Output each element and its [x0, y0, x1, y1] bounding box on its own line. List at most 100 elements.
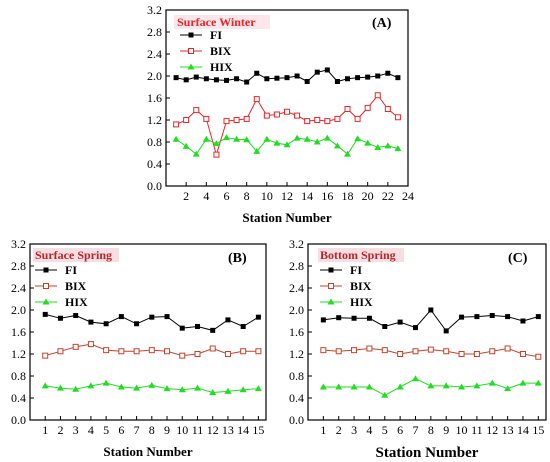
y-tick-label: 0.8	[289, 369, 304, 383]
data-point-bix	[397, 351, 404, 357]
data-point-fi	[179, 325, 185, 331]
data-point-hix	[243, 136, 251, 143]
data-point-bix	[223, 118, 230, 125]
data-point-hix	[365, 383, 373, 390]
data-point-bix	[304, 118, 311, 125]
data-point-fi	[255, 314, 261, 320]
data-point-bix	[284, 108, 290, 115]
data-point-hix	[458, 383, 466, 390]
legend-marker	[42, 298, 50, 305]
data-point-hix	[87, 382, 95, 389]
data-point-hix	[488, 379, 496, 386]
y-tick-label: 1.6	[11, 325, 26, 339]
data-point-fi	[336, 315, 342, 321]
data-point-bix	[148, 347, 155, 354]
data-point-hix	[319, 383, 327, 390]
legend: FI BIX HIX	[180, 28, 233, 74]
data-point-fi	[244, 79, 250, 85]
x-tick-label: 8	[244, 189, 250, 203]
data-point-bix	[427, 346, 434, 353]
chart-title: Surface Winter	[177, 15, 256, 29]
data-point-bix	[233, 117, 240, 123]
legend-marker	[327, 298, 335, 305]
data-point-fi	[294, 73, 300, 79]
data-point-bix	[194, 351, 201, 357]
data-point-hix	[263, 135, 271, 142]
y-tick-label: 2.4	[289, 281, 304, 295]
data-point-hix	[350, 383, 358, 390]
data-point-fi	[345, 76, 350, 82]
data-point-bix	[504, 345, 511, 352]
y-tick-label: 3.2	[289, 237, 304, 251]
y-tick-label: 0.4	[289, 391, 304, 405]
y-tick-label: 2.8	[147, 25, 162, 39]
data-point-bix	[224, 351, 231, 357]
data-point-bix	[334, 115, 341, 122]
data-point-bix	[443, 348, 450, 355]
series-layer	[172, 67, 402, 158]
series-layer	[41, 311, 262, 395]
data-point-hix	[273, 139, 281, 146]
data-point-hix	[239, 386, 247, 393]
x-tick-label: 3	[73, 423, 79, 437]
data-point-fi	[382, 324, 388, 329]
x-tick-label: 20	[362, 189, 374, 203]
x-tick-label: 10	[176, 423, 188, 437]
data-point-hix	[534, 379, 542, 386]
x-axis: 1 2 3 4 5 6 7 8 9 10 11 12 13 14 15	[42, 416, 264, 437]
data-point-bix	[374, 92, 381, 99]
data-point-hix	[374, 144, 382, 150]
y-axis: 0.0 0.4 0.8 1.2 1.6 2.0 2.4 2.8 3.2	[147, 3, 170, 193]
data-point-hix	[323, 134, 331, 141]
legend-marker	[328, 283, 334, 289]
x-tick-label: 9	[164, 423, 170, 437]
data-point-bix	[133, 348, 140, 355]
data-point-fi	[324, 67, 330, 73]
data-point-fi	[355, 75, 361, 81]
y-tick-label: 0.0	[11, 413, 26, 427]
chart-panel-b: 0.00.40.81.21.62.02.42.83.2 1 2 3 4 5 6 7 8 9 10 1…	[11, 237, 267, 459]
data-point-bix	[384, 106, 391, 112]
data-point-hix	[163, 385, 171, 392]
x-tick-label: 15	[252, 423, 264, 437]
data-point-hix	[117, 383, 125, 390]
y-tick-label: 3.2	[147, 3, 162, 17]
data-point-fi	[489, 313, 495, 318]
data-point-bix	[263, 112, 270, 119]
title-highlight	[318, 248, 404, 262]
x-tick-label: 24	[402, 189, 414, 203]
data-point-fi	[213, 77, 219, 83]
x-tick-label: 12	[281, 189, 293, 203]
series-layer	[319, 307, 542, 398]
data-point-fi	[210, 327, 216, 333]
data-point-hix	[333, 142, 341, 149]
data-point-hix	[442, 382, 450, 389]
x-tick-label: 13	[222, 423, 234, 437]
data-point-hix	[212, 140, 220, 147]
title-highlight	[174, 15, 270, 29]
data-point-fi	[366, 315, 372, 321]
data-point-hix	[148, 381, 156, 388]
data-point-fi	[320, 317, 326, 323]
x-tick-label: 4	[366, 423, 372, 437]
legend-label: FI	[65, 263, 77, 277]
data-point-fi	[134, 321, 140, 327]
x-tick-label: 9	[443, 423, 449, 437]
chart-panel-c: 0.00.40.81.21.62.02.42.83.2 1 2 3 4 5 6 7 8 9 10 1…	[289, 237, 547, 461]
data-point-bix	[173, 121, 180, 128]
y-tick-label: 1.6	[289, 325, 304, 339]
data-point-hix	[427, 382, 435, 389]
legend-label: BIX	[350, 279, 372, 293]
data-point-hix	[233, 135, 241, 142]
legend-label: BIX	[210, 44, 232, 58]
data-point-fi	[73, 313, 79, 318]
panel-label: (C)	[508, 251, 528, 266]
data-point-fi	[103, 321, 109, 327]
data-point-fi	[351, 315, 357, 321]
x-tick-label: 10	[456, 423, 468, 437]
data-point-hix	[56, 384, 64, 391]
legend-label: FI	[350, 263, 362, 277]
data-point-fi	[183, 77, 189, 83]
x-tick-label: 7	[412, 423, 418, 437]
legend-marker	[43, 283, 49, 289]
